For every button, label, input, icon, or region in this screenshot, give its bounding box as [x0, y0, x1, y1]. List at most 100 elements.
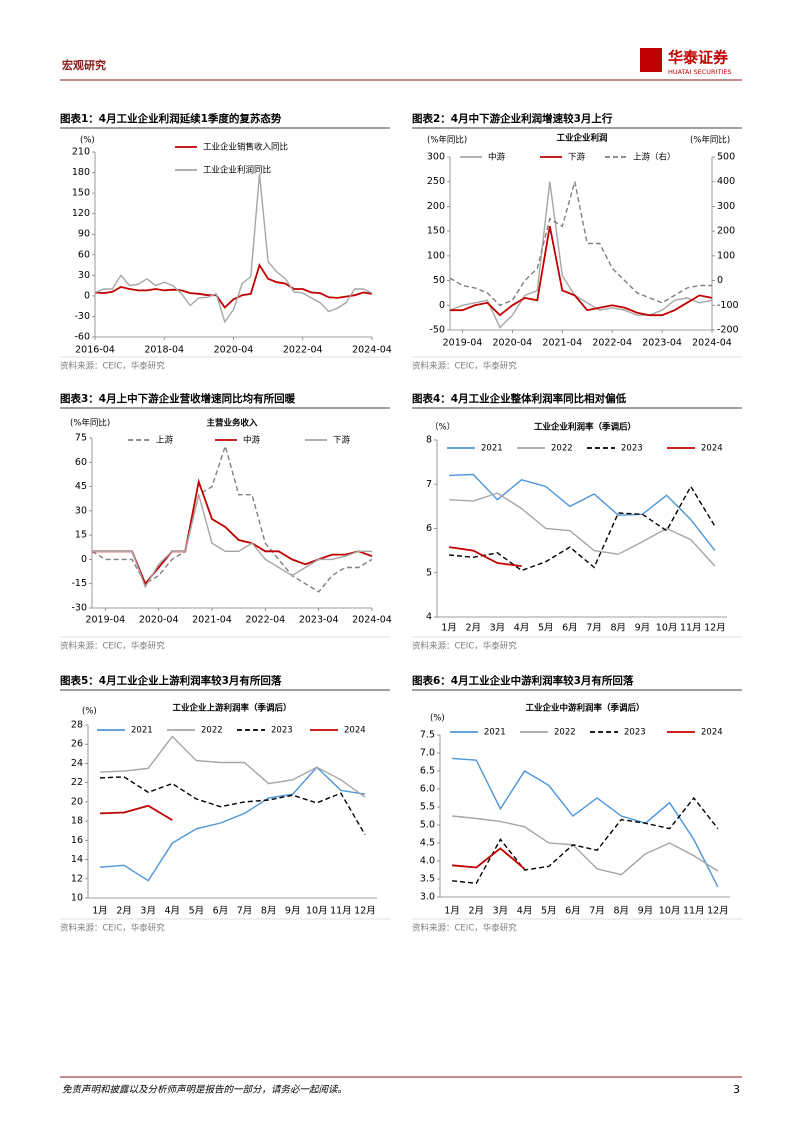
x-tick-label: 11月 — [683, 906, 705, 917]
chart-title: 工业企业利润率（季调后） — [534, 422, 636, 433]
y2-tick-label: 100 — [717, 250, 735, 261]
legend-label: 2024 — [701, 444, 723, 454]
y-tick-label: -30 — [71, 603, 87, 614]
y-tick-label: 15 — [75, 530, 87, 541]
y-axis-label: (%年同比) — [427, 135, 467, 146]
section-name: 宏观研究 — [62, 58, 106, 72]
footer: 免责声明和披露以及分析师声明是报告的一部分，请务必一起阅读。 3 — [60, 1076, 742, 1096]
legend-label: 2021 — [484, 728, 506, 738]
chart-title: 工业企业上游利润率（季调后） — [172, 703, 291, 714]
source-note: 资料来源：CEIC，华泰研究 — [60, 923, 165, 934]
y-tick-label: 14 — [71, 854, 83, 865]
x-tick-label: 3月 — [493, 906, 509, 917]
figure-caption: 图表4：4月工业企业整体利润率同比相对偏低 — [412, 392, 627, 405]
x-tick-label: 2021-04 — [192, 615, 232, 626]
y-tick-label: 60 — [78, 249, 90, 260]
x-tick-label: 7月 — [237, 906, 253, 917]
y-axis-label: （%） — [430, 422, 455, 433]
series-line — [449, 485, 716, 572]
figure-caption: 图表5：4月工业企业上游利润率较3月有所回落 — [60, 674, 282, 687]
x-tick-label: 3月 — [490, 623, 506, 634]
x-tick-label: 12月 — [354, 906, 376, 917]
x-tick-label: 6月 — [213, 906, 229, 917]
page-number: 3 — [733, 1083, 740, 1096]
y-tick-label: 5.0 — [420, 820, 435, 831]
series-line — [92, 478, 373, 586]
x-tick-label: 10月 — [656, 623, 678, 634]
y-tick-label: 12 — [71, 873, 83, 884]
x-tick-label: 5月 — [541, 906, 557, 917]
y-tick-label: 60 — [75, 457, 87, 468]
y-tick-label: 120 — [72, 208, 90, 219]
y2-axis-label: (%年同比) — [690, 135, 730, 146]
y-tick-label: 26 — [71, 739, 83, 750]
y2-tick-label: 300 — [717, 201, 735, 212]
series-line — [450, 226, 713, 317]
y-tick-label: 0 — [439, 300, 445, 311]
x-tick-label: 2024-04 — [692, 338, 732, 349]
x-tick-label: 2023-04 — [299, 615, 339, 626]
series-line — [449, 181, 712, 307]
x-tick-label: 9月 — [638, 906, 654, 917]
y-tick-label: 4.0 — [420, 856, 435, 867]
x-tick-label: 2023-04 — [642, 338, 682, 349]
x-tick-label: 2019-04 — [85, 615, 125, 626]
y2-tick-label: 400 — [717, 176, 735, 187]
x-tick-label: 9月 — [635, 623, 651, 634]
series-line — [91, 443, 373, 593]
y-tick-label: 7.5 — [420, 730, 435, 741]
header: 宏观研究 华泰证券 HUATAI SECURITIES — [60, 48, 742, 81]
x-tick-label: 7月 — [586, 623, 602, 634]
y-tick-label: 28 — [71, 720, 83, 731]
y-axis-label: (%) — [430, 714, 445, 724]
series-line — [452, 796, 719, 885]
x-tick-label: 5月 — [538, 623, 554, 634]
legend-label: 工业企业利润同比 — [203, 165, 271, 176]
y-tick-label: 16 — [71, 835, 83, 846]
y-axis-label: (%年同比) — [70, 418, 110, 429]
x-tick-label: 2月 — [465, 623, 481, 634]
chart-title: 工业企业利润 — [556, 133, 608, 144]
x-tick-label: 2022-04 — [245, 615, 285, 626]
chart-title: 工业企业中游利润率（季调后） — [525, 703, 644, 714]
x-tick-label: 2024-04 — [352, 345, 392, 356]
y2-tick-label: 200 — [717, 226, 735, 237]
y-tick-label: 5 — [426, 567, 432, 578]
y-tick-label: 150 — [427, 226, 445, 237]
y-axis-label: (%) — [82, 707, 97, 717]
y-tick-label: 3.0 — [420, 892, 435, 903]
source-note: 资料来源：CEIC，华泰研究 — [412, 641, 517, 652]
x-tick-label: 2022-04 — [592, 338, 632, 349]
y-tick-label: 0 — [84, 290, 90, 301]
x-tick-label: 4月 — [517, 906, 533, 917]
x-tick-label: 10月 — [306, 906, 328, 917]
series-line — [99, 766, 366, 882]
x-tick-label: 8月 — [261, 906, 277, 917]
y-tick-label: 18 — [71, 816, 83, 827]
legend-label: 上游 — [156, 435, 174, 446]
legend-label: 2022 — [201, 726, 223, 736]
y-tick-label: 8 — [426, 435, 432, 446]
x-tick-label: 2020-04 — [139, 615, 179, 626]
y-tick-label: 4 — [426, 612, 432, 623]
y-tick-label: 75 — [75, 433, 87, 444]
y-tick-label: 150 — [72, 188, 90, 199]
legend-label: 2024 — [344, 726, 366, 736]
x-tick-label: 2月 — [116, 906, 132, 917]
x-tick-label: 6月 — [562, 623, 578, 634]
y-tick-label: 7.0 — [420, 748, 435, 759]
series-line — [99, 804, 173, 821]
x-tick-label: 9月 — [285, 906, 301, 917]
y-tick-label: 90 — [78, 229, 90, 240]
logo-icon — [640, 48, 662, 72]
x-tick-label: 12月 — [704, 623, 726, 634]
series-line — [99, 776, 366, 835]
x-tick-label: 2022-04 — [283, 345, 323, 356]
y-tick-label: 6.0 — [420, 784, 435, 795]
y-tick-label: 50 — [433, 275, 445, 286]
